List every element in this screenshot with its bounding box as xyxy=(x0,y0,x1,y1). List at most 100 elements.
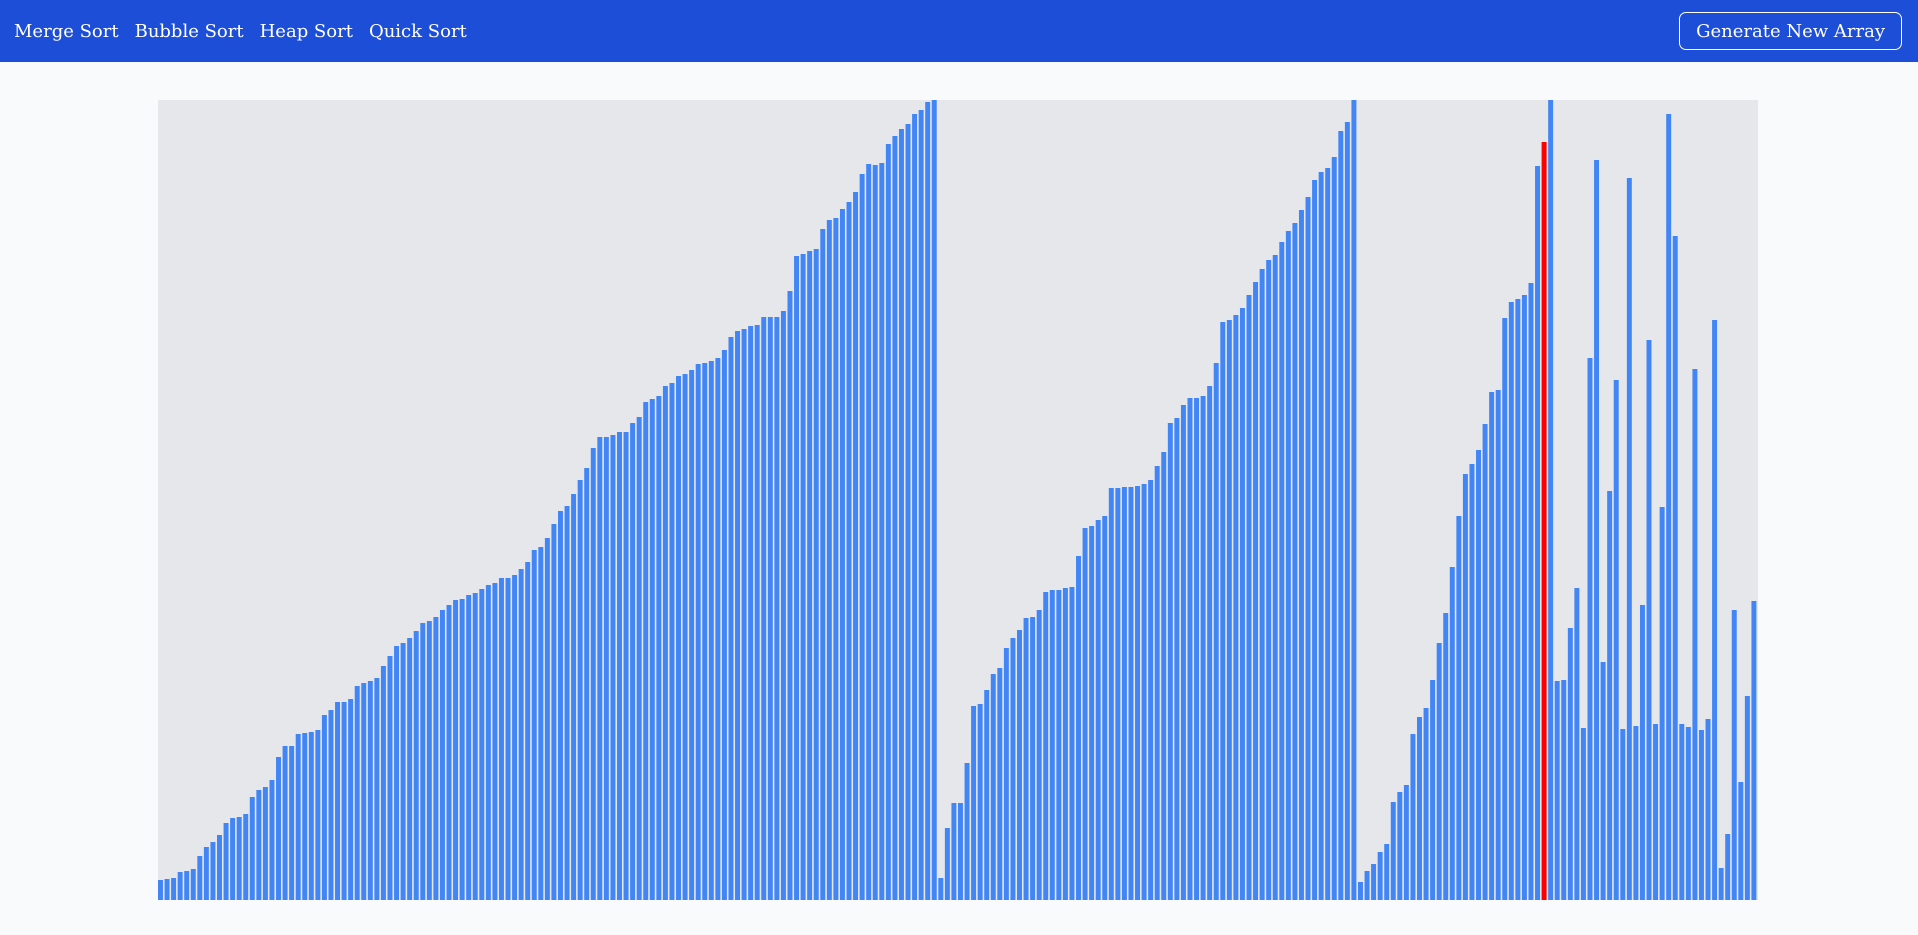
array-bar xyxy=(479,589,485,900)
array-bar xyxy=(544,538,550,900)
array-bar xyxy=(1489,392,1495,900)
algorithm-nav: Merge Sort Bubble Sort Heap Sort Quick S… xyxy=(0,21,483,42)
array-bar xyxy=(1305,197,1311,900)
array-bar xyxy=(1023,618,1029,900)
array-bar xyxy=(1561,680,1567,900)
bars-chart xyxy=(158,100,1757,900)
array-bar xyxy=(230,818,236,900)
array-bar xyxy=(453,600,459,900)
array-bar xyxy=(1646,340,1652,900)
array-bar xyxy=(1410,734,1416,900)
array-bar xyxy=(820,229,826,900)
array-bar xyxy=(1108,488,1114,900)
array-bar xyxy=(1397,792,1403,900)
array-bar xyxy=(1718,868,1724,900)
array-bar xyxy=(590,448,596,900)
array-bar xyxy=(944,828,950,900)
array-bar xyxy=(1226,320,1232,900)
array-bar xyxy=(780,311,786,900)
array-bar xyxy=(603,437,609,900)
array-bar xyxy=(361,683,367,900)
array-bar xyxy=(1653,724,1659,900)
array-bar xyxy=(1338,131,1344,900)
array-bar xyxy=(1521,295,1527,900)
array-bar xyxy=(617,432,622,900)
array-bar xyxy=(236,817,242,900)
array-bar xyxy=(1364,871,1370,900)
array-bar xyxy=(1095,520,1101,900)
array-bar xyxy=(1528,283,1534,900)
array-bar xyxy=(695,364,701,900)
array-bar xyxy=(1003,648,1009,900)
array-bar xyxy=(997,668,1003,900)
array-bar xyxy=(1495,390,1501,900)
array-bar xyxy=(702,363,708,900)
array-bar xyxy=(472,593,478,900)
array-bar xyxy=(754,325,760,900)
array-bar xyxy=(1266,260,1272,900)
array-bar xyxy=(708,361,714,900)
array-bar xyxy=(833,218,839,900)
array-bar xyxy=(879,163,885,900)
array-bar xyxy=(505,578,511,900)
array-bar xyxy=(335,702,341,900)
array-bar xyxy=(1121,487,1127,900)
nav-link-heap-sort[interactable]: Heap Sort xyxy=(259,20,353,42)
array-bar xyxy=(276,757,281,900)
array-bar xyxy=(1154,466,1160,900)
array-bar xyxy=(315,730,321,900)
array-bar xyxy=(1554,681,1560,900)
array-bar xyxy=(420,623,426,900)
array-bar xyxy=(1233,315,1239,900)
array-bar xyxy=(1167,423,1173,900)
array-bar xyxy=(905,124,911,900)
array-bar xyxy=(1318,172,1324,900)
nav-link-merge-sort[interactable]: Merge Sort xyxy=(14,20,119,42)
array-bar xyxy=(1213,363,1219,900)
array-bar xyxy=(1712,320,1718,900)
array-bar xyxy=(1371,864,1377,900)
array-bar xyxy=(846,202,852,900)
array-bar xyxy=(1436,643,1442,900)
array-bar xyxy=(1580,728,1586,900)
array-bar xyxy=(400,643,406,900)
array-bar xyxy=(1384,844,1390,900)
array-bar xyxy=(1102,516,1108,900)
array-bar xyxy=(1567,628,1573,900)
array-bar xyxy=(1751,601,1757,900)
array-bar xyxy=(243,814,249,900)
array-bar xyxy=(256,790,262,900)
array-bar xyxy=(1377,852,1383,900)
array-bar xyxy=(1423,708,1429,900)
array-bar xyxy=(1515,299,1521,900)
array-bar xyxy=(210,842,216,900)
array-bar xyxy=(912,114,918,900)
array-bar xyxy=(1548,100,1554,900)
array-bar xyxy=(1292,223,1298,900)
nav-link-quick-sort[interactable]: Quick Sort xyxy=(368,20,467,42)
array-bar xyxy=(1449,567,1455,900)
array-bar xyxy=(1351,100,1357,900)
array-bar xyxy=(1076,556,1081,900)
array-bar xyxy=(800,254,806,900)
nav-link-bubble-sort[interactable]: Bubble Sort xyxy=(134,20,244,42)
array-bar xyxy=(1502,318,1508,900)
array-bar xyxy=(1174,418,1180,900)
array-bar xyxy=(787,291,793,900)
array-bar xyxy=(643,402,649,900)
array-bar xyxy=(1135,486,1141,900)
array-bar xyxy=(374,678,380,900)
array-bar xyxy=(1685,727,1691,900)
array-bar xyxy=(1725,834,1731,900)
array-bar xyxy=(1358,882,1363,900)
array-bar xyxy=(354,686,360,900)
array-bar xyxy=(826,220,832,900)
array-bar xyxy=(223,823,229,900)
array-bar xyxy=(367,681,373,900)
generate-new-array-button[interactable]: Generate New Array xyxy=(1679,12,1902,50)
array-bar xyxy=(1508,302,1514,900)
array-bar xyxy=(1017,630,1022,900)
array-bar xyxy=(794,256,800,900)
array-bar xyxy=(485,585,491,900)
array-bar xyxy=(1731,610,1737,900)
